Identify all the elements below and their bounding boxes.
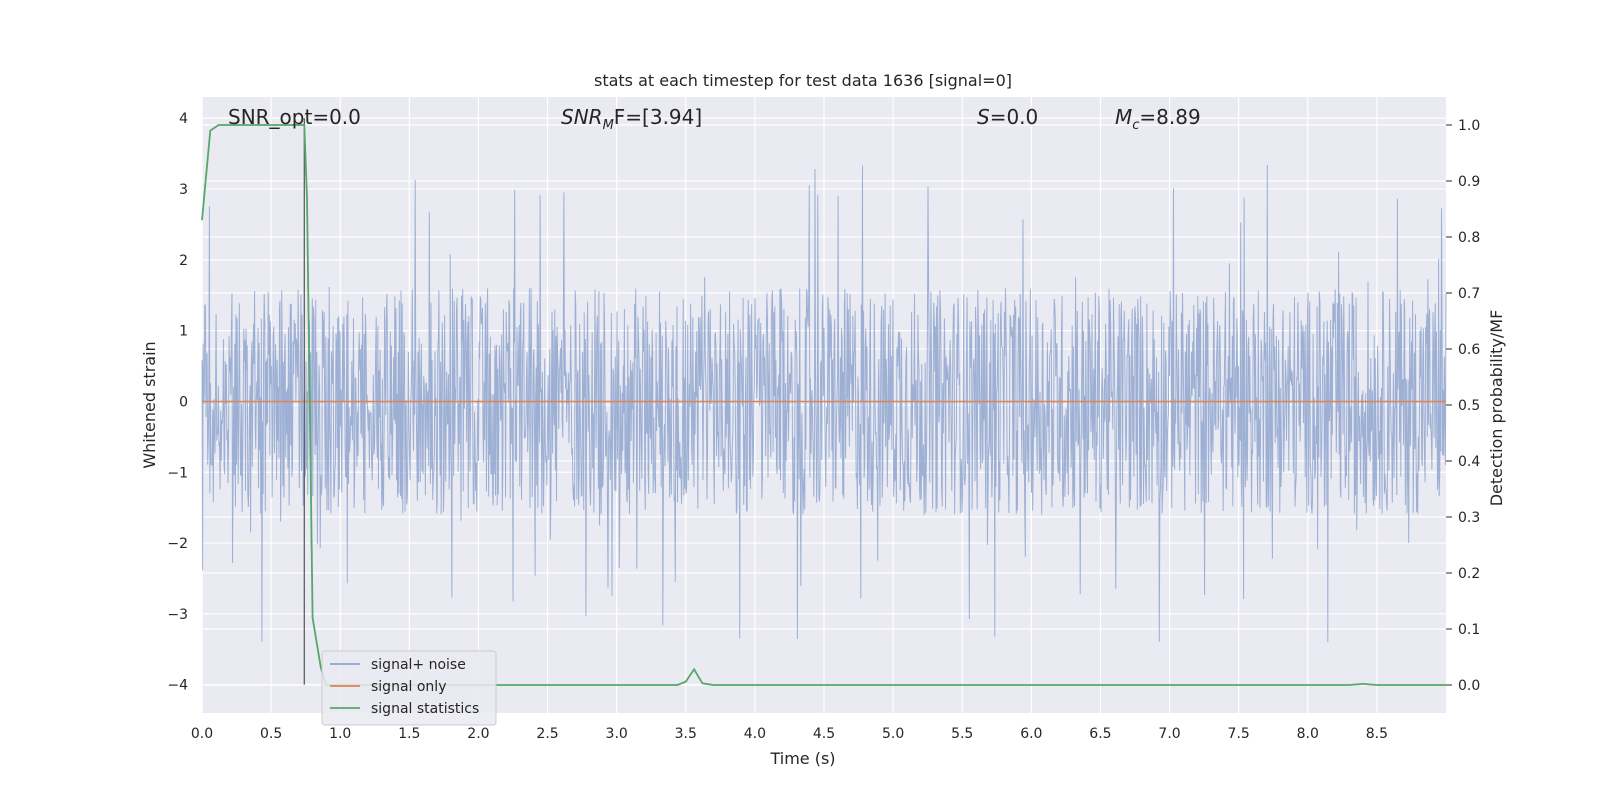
x-axis-label: Time (s) bbox=[769, 749, 835, 768]
x-tick-label: 4.0 bbox=[744, 726, 766, 742]
y-right-tick-label: 0.7 bbox=[1458, 286, 1480, 302]
x-tick-label: 7.0 bbox=[1158, 726, 1180, 742]
annotation-s: S=0.0 bbox=[977, 105, 1038, 129]
x-tick-label: 3.5 bbox=[675, 726, 697, 742]
legend-label-signal-only: signal only bbox=[371, 679, 446, 695]
x-tick-label: 4.5 bbox=[813, 726, 835, 742]
x-tick-label: 7.5 bbox=[1228, 726, 1250, 742]
y-right-tick-label: 1.0 bbox=[1458, 118, 1480, 134]
legend-label-signal-statistics: signal statistics bbox=[371, 701, 479, 717]
y-tick-label: 0 bbox=[179, 394, 188, 410]
legend-label-signal-noise: signal+ noise bbox=[371, 657, 466, 673]
chart-title: stats at each timestep for test data 163… bbox=[594, 71, 1012, 90]
y-right-tick-label: 0.0 bbox=[1458, 678, 1480, 694]
x-tick-label: 1.5 bbox=[398, 726, 420, 742]
annotation-s-rest: =0.0 bbox=[990, 105, 1039, 129]
x-tick-label: 8.0 bbox=[1297, 726, 1319, 742]
x-tick-label: 2.0 bbox=[467, 726, 489, 742]
y-tick-label: 1 bbox=[179, 324, 188, 340]
x-tick-label: 8.5 bbox=[1366, 726, 1388, 742]
x-tick-label: 5.0 bbox=[882, 726, 904, 742]
legend-box bbox=[321, 650, 497, 726]
annotation-snr-mf-sub: M bbox=[603, 118, 614, 133]
annotation-snr-mf-main: SNR bbox=[561, 105, 603, 129]
y-right-tick-label: 0.2 bbox=[1458, 566, 1480, 582]
y-tick-label: 2 bbox=[179, 253, 188, 269]
annotation-mc-rest: =8.89 bbox=[1139, 105, 1200, 129]
y-right-tick-label: 0.4 bbox=[1458, 454, 1480, 470]
annotation-mc: Mc=8.89 bbox=[1115, 105, 1201, 133]
y-right-tick-label: 0.3 bbox=[1458, 510, 1480, 526]
annotation-snr-mf: SNRMF=[3.94] bbox=[561, 105, 702, 133]
y-axis-ticks: 4 3 2 1 0 −1 −2 −3 −4 bbox=[167, 111, 188, 693]
series-signal-noise bbox=[201, 165, 1447, 643]
x-tick-label: 5.5 bbox=[951, 726, 973, 742]
y-axis-label: Whitened strain bbox=[140, 341, 159, 468]
y-right-tick-label: 0.8 bbox=[1458, 230, 1480, 246]
plot-area bbox=[201, 118, 1447, 686]
annotation-mc-main: M bbox=[1115, 105, 1132, 129]
y-right-axis-ticks: 1.0 0.9 0.8 0.7 0.6 0.5 0.4 0.3 0.2 0.1 0.0 bbox=[1446, 118, 1480, 694]
y-right-tick-label: 0.5 bbox=[1458, 398, 1480, 414]
x-tick-label: 6.0 bbox=[1020, 726, 1042, 742]
annotation-snr-mf-rest: F=[3.94] bbox=[614, 105, 702, 129]
x-axis-ticks: 0.0 0.5 1.0 1.5 2.0 2.5 3.0 3.5 4.0 4.5 5.0 5.5 6.0 6… bbox=[191, 726, 1388, 742]
annotation-s-main: S bbox=[977, 105, 990, 129]
y-right-axis-label: Detection probability/MF bbox=[1487, 310, 1506, 507]
y-tick-label: −4 bbox=[167, 678, 188, 694]
y-tick-label: 4 bbox=[179, 111, 188, 127]
annotation-snr-opt: SNR_opt=0.0 bbox=[228, 105, 361, 129]
x-tick-label: 0.0 bbox=[191, 726, 213, 742]
y-right-tick-label: 0.9 bbox=[1458, 174, 1480, 190]
x-tick-label: 2.5 bbox=[536, 726, 558, 742]
x-tick-label: 1.0 bbox=[329, 726, 351, 742]
legend: signal+ noise signal only signal statist… bbox=[321, 650, 497, 726]
x-tick-label: 6.5 bbox=[1089, 726, 1111, 742]
series-signal-statistics bbox=[201, 124, 1446, 686]
x-tick-label: 3.0 bbox=[606, 726, 628, 742]
y-tick-label: −3 bbox=[167, 607, 188, 623]
x-tick-label: 0.5 bbox=[260, 726, 282, 742]
y-right-tick-label: 0.6 bbox=[1458, 342, 1480, 358]
y-tick-label: 3 bbox=[179, 182, 188, 198]
y-right-tick-label: 0.1 bbox=[1458, 622, 1480, 638]
y-tick-label: −1 bbox=[167, 465, 188, 481]
y-tick-label: −2 bbox=[167, 536, 188, 552]
annotation-mc-sub: c bbox=[1132, 118, 1139, 133]
